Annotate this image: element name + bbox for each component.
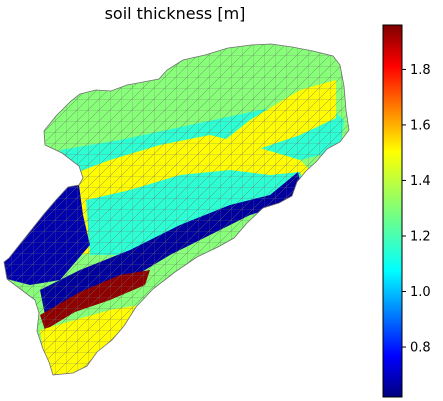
- colorbar-tick-label: 1.2: [410, 229, 431, 244]
- colorbar-gradient: [382, 24, 403, 398]
- chart-title: soil thickness [m]: [105, 4, 246, 23]
- colorbar: 0.8 1.0 1.2 1.4 1.6 1.8: [382, 24, 431, 398]
- colorbar-tick-label: 1.4: [410, 174, 431, 189]
- colorbar-tick-label: 0.8: [410, 341, 431, 356]
- catchment-outline: [3, 43, 350, 376]
- colorbar-tick-label: 1.0: [410, 285, 431, 300]
- colorbar-ticks: 0.8 1.0 1.2 1.4 1.6 1.8: [402, 63, 431, 356]
- colorbar-tick-label: 1.8: [410, 63, 431, 78]
- colorbar-tick-label: 1.6: [410, 118, 431, 133]
